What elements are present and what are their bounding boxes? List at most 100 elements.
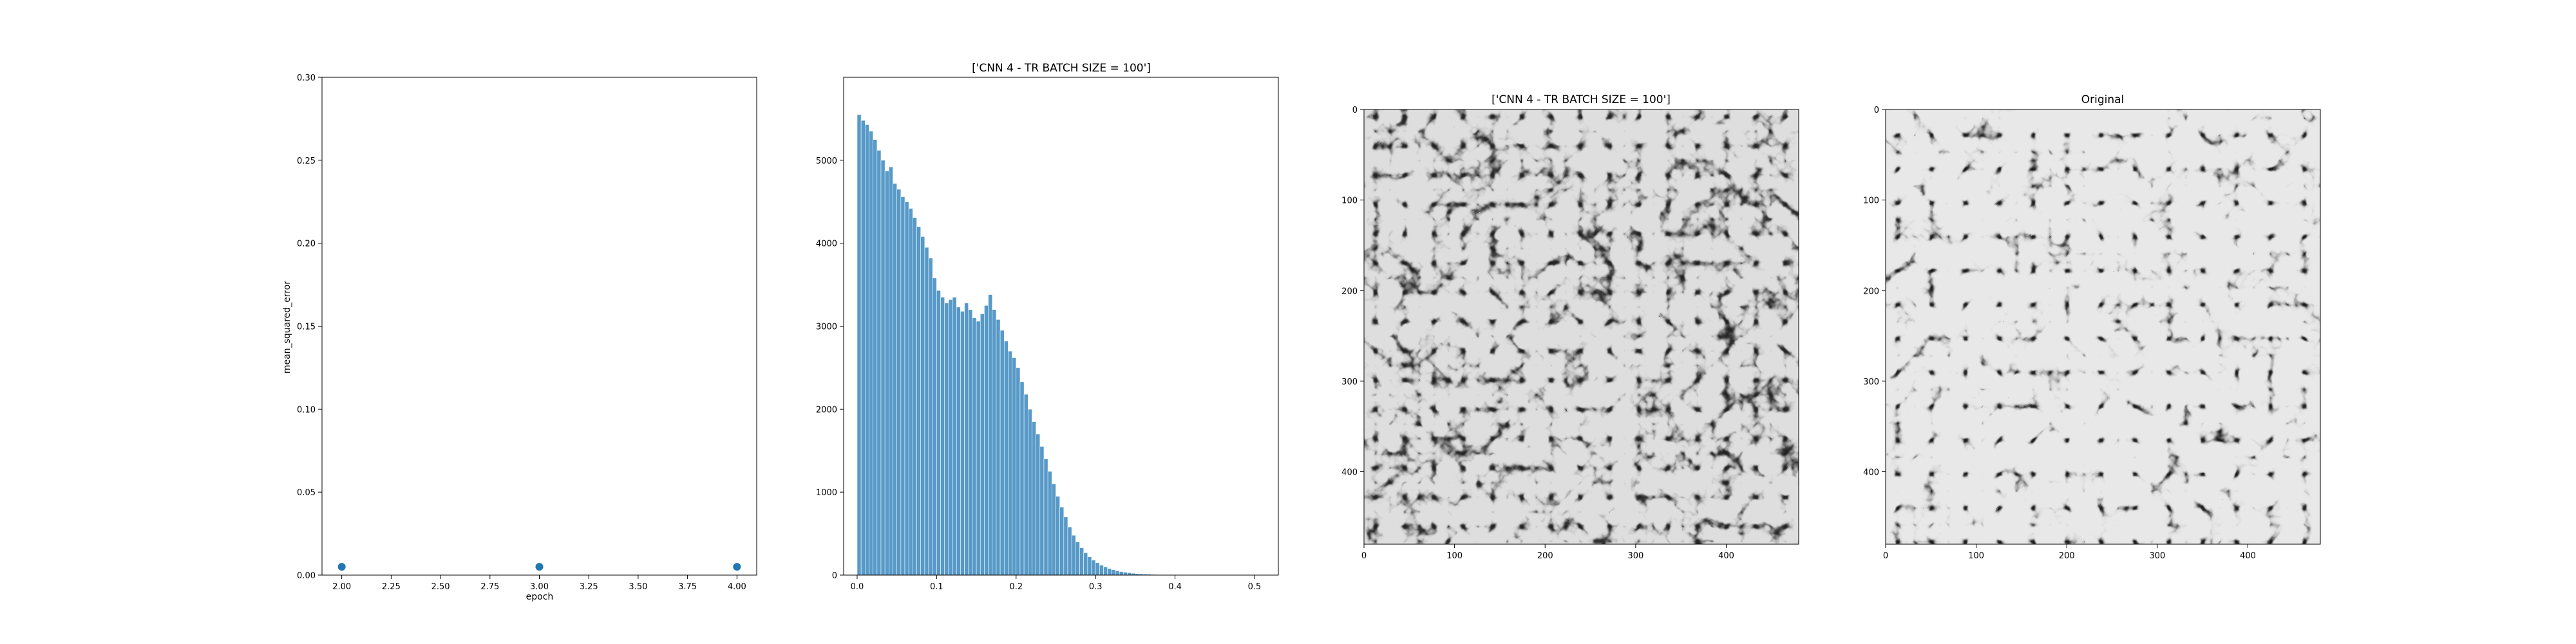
scatter-panel: mean_squared_error epoch 2.00 2.25 2.50 2.7… [282,73,757,602]
cnn-image-frame [1363,109,1799,545]
scatter-y-tick-label: 0.05 [297,488,316,498]
histogram-bar [884,171,889,576]
cnn-granulation-image [1364,109,1799,544]
scatter-y-tick-label: 0.00 [297,571,316,581]
histogram-bar [860,120,866,576]
cnn-image-x-tick-label: 400 [1718,551,1734,561]
scatter-point [337,563,346,571]
histogram-bar [988,294,993,576]
histogram-bar [1071,535,1076,576]
histogram-x-tick-label: 0.3 [1089,582,1103,592]
scatter-x-tick-label: 4.00 [728,582,746,592]
histogram-bar [1103,566,1108,576]
histogram-bar [1019,381,1025,576]
original-image-frame [1885,109,2321,545]
histogram-bar [948,299,953,576]
histogram-bar [964,303,969,576]
histogram-bar [1056,496,1060,576]
histogram-y-tick-label: 1000 [816,488,837,498]
histogram-bar [1032,421,1036,576]
cnn-image-y-tick-label: 400 [1341,468,1358,478]
histogram-bar [1067,526,1072,576]
histogram-bar [1107,568,1112,576]
histogram-bar [893,183,897,576]
histogram-bar [924,247,929,576]
histogram-panel: ['CNN 4 - TR BATCH SIZE = 100'] 0.0 0.1 0.… [816,62,1279,592]
histogram-bar [960,311,965,576]
histogram-bar [1075,542,1080,576]
original-image-y-tick-label: 200 [1863,287,1879,296]
histogram-bar [1087,556,1092,576]
histogram-x-tick-label: 0.0 [851,582,864,592]
histogram-bar [1063,516,1068,576]
histogram-bar [928,258,933,576]
scatter-point [535,563,544,571]
histogram-x-tick-label: 0.5 [1248,582,1262,592]
cnn-image-x-tick-label: 200 [1537,551,1553,561]
original-image-x-tick-label: 200 [2059,551,2075,561]
original-image-title: Original [2081,93,2125,106]
histogram-bar [984,305,989,576]
histogram-bar [980,313,985,576]
histogram-bar [972,317,977,576]
scatter-x-tick-label: 2.00 [332,582,351,592]
histogram-bar [865,124,869,576]
original-granulation-image [1886,109,2320,544]
histogram-bar [968,309,973,576]
cnn-image-y-tick-label: 200 [1341,287,1358,296]
cnn-image-y-tick-label: 300 [1341,377,1358,387]
histogram-bar [956,307,961,576]
scatter-y-tick-label: 0.30 [297,73,316,83]
histogram-bar [920,236,925,576]
histogram-bar [932,278,937,576]
histogram-bar [913,217,917,576]
cnn-image-x-tick-label: 300 [1627,551,1643,561]
cnn-image-panel: ['CNN 4 - TR BATCH SIZE = 100'] 0 100 200 3… [1341,93,1799,561]
scatter-y-tick-label: 0.20 [297,240,316,249]
histogram-bar [940,297,945,576]
histogram-bar [876,150,882,576]
histogram-title: ['CNN 4 - TR BATCH SIZE = 100'] [972,62,1151,75]
histogram-bar [1115,571,1120,576]
scatter-x-tick-label: 2.50 [431,582,450,592]
cnn-image-y-tick-label: 100 [1341,196,1358,206]
histogram-bar [1027,409,1032,576]
histogram-bar [869,131,873,576]
histogram-y-tick-label: 3000 [816,323,837,332]
histogram-bar [1047,471,1052,576]
scatter-y-axis-label: mean_squared_error [282,281,292,374]
histogram-bar [1008,350,1012,576]
original-image-x-tick-label: 100 [1968,551,1984,561]
original-image-y-tick-label: 300 [1863,377,1879,387]
histogram-y-tick-label: 4000 [816,240,837,249]
histogram-bar [1083,552,1088,576]
histogram-bar [857,114,862,576]
histogram-bar [1059,507,1065,576]
histogram-x-tick-label: 0.1 [930,582,943,592]
original-image-y-tick-label: 100 [1863,196,1879,206]
histogram-y-tick-label: 5000 [816,156,837,166]
histogram-bar [992,309,997,576]
histogram-bar [952,297,957,576]
histogram-x-tick-label: 0.4 [1168,582,1182,592]
original-image-x-tick-label: 300 [2149,551,2165,561]
cnn-image-title: ['CNN 4 - TR BATCH SIZE = 100'] [1492,93,1671,106]
histogram-bar [1095,562,1100,576]
scatter-x-tick-label: 2.25 [382,582,401,592]
histogram-bar [999,330,1005,576]
scatter-x-tick-label: 2.75 [480,582,499,592]
histogram-bar [896,189,902,576]
histogram-bar [880,160,886,576]
histogram-bar [1012,357,1017,576]
histogram-y-tick-label: 0 [832,571,837,581]
scatter-y-tick-label: 0.15 [297,323,316,332]
cnn-image-y-tick-label: 0 [1352,106,1358,115]
histogram-bar [1123,572,1128,576]
cnn-image-x-tick-label: 0 [1361,551,1367,561]
scatter-x-tick-label: 3.75 [678,582,697,592]
original-image-y-tick-label: 400 [1863,468,1879,478]
scatter-point [733,563,741,571]
histogram-bar [908,208,913,576]
histogram-bar [1079,547,1084,576]
